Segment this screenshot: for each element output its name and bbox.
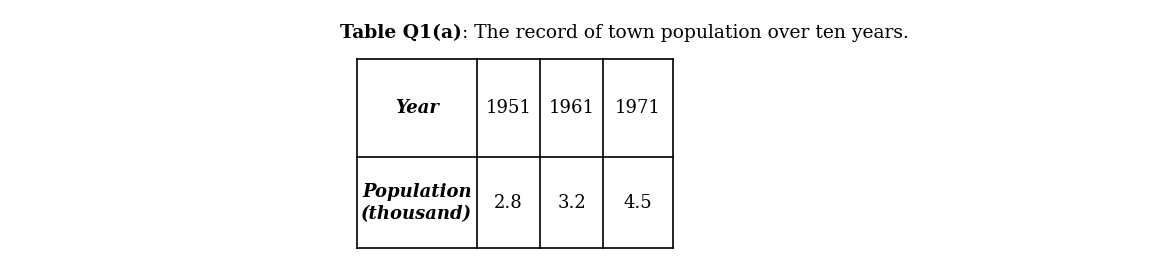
Text: 4.5: 4.5 <box>624 194 653 212</box>
Text: 2.8: 2.8 <box>494 194 523 212</box>
Text: 3.2: 3.2 <box>557 194 586 212</box>
Text: 1951: 1951 <box>486 99 531 117</box>
Text: Year: Year <box>395 99 439 117</box>
Text: Population
(thousand): Population (thousand) <box>362 183 473 223</box>
Text: : The record of town population over ten years.: : The record of town population over ten… <box>462 24 909 42</box>
Text: 1961: 1961 <box>549 99 594 117</box>
Text: 1971: 1971 <box>615 99 661 117</box>
Text: Table Q1(a): Table Q1(a) <box>340 24 462 42</box>
